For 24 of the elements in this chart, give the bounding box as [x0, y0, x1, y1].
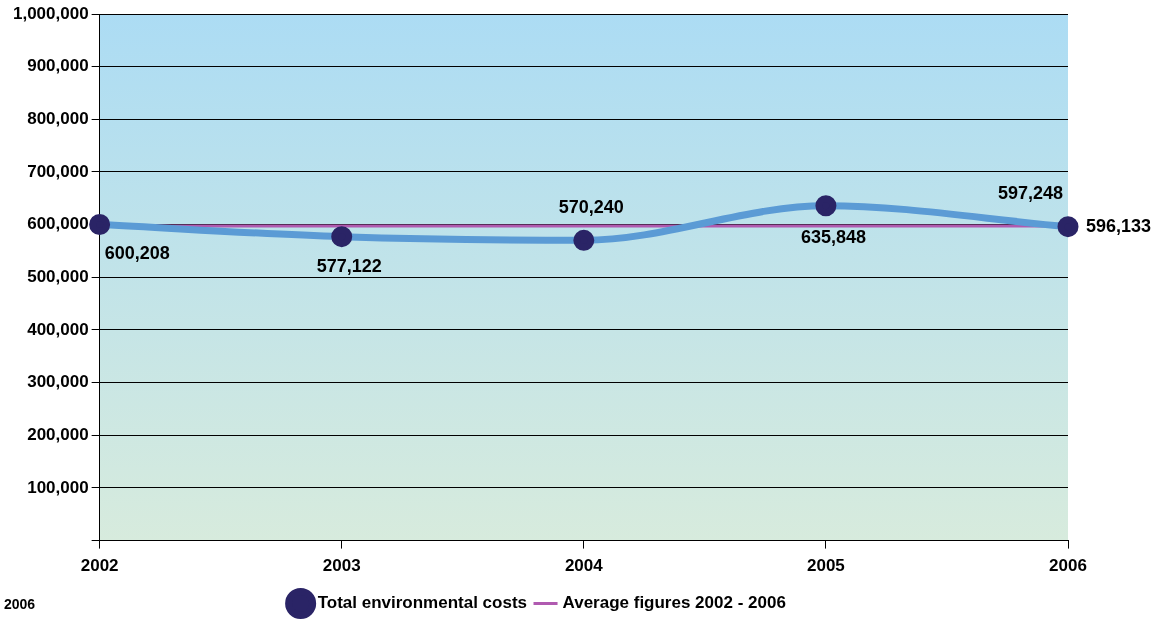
- data-label: 600,208: [104, 243, 170, 264]
- y-tick-label: 200,000: [27, 424, 89, 444]
- data-label: 635,848: [800, 226, 866, 247]
- y-tick-label: 800,000: [27, 109, 89, 129]
- data-label: 596,133: [1086, 215, 1152, 236]
- y-tick-label: 1,000,000: [12, 3, 89, 23]
- y-tick-label: 400,000: [27, 319, 89, 339]
- x-tick-label: 2005: [806, 556, 845, 576]
- text: 2006: [4, 596, 36, 612]
- x-tick-label: 2002: [80, 556, 119, 576]
- x-tick-label: 2004: [564, 556, 604, 576]
- y-tick-label: 300,000: [27, 372, 89, 392]
- x-tick-label: 2003: [322, 556, 361, 576]
- y-tick-label: 700,000: [27, 161, 89, 181]
- legend-label: Average figures 2002 - 2006: [562, 593, 786, 613]
- y-tick-label: 600,000: [27, 214, 89, 234]
- legend-label: Total environmental costs: [317, 593, 528, 613]
- y-tick-label: 100,000: [27, 477, 89, 497]
- data-label: 570,240: [558, 197, 624, 218]
- y-tick-label: 900,000: [27, 56, 89, 76]
- x-tick-label: 2006: [1049, 556, 1087, 576]
- data-label: 597,248: [998, 183, 1064, 204]
- y-tick-label: 500,000: [27, 266, 89, 286]
- data-label: 577,122: [316, 255, 382, 276]
